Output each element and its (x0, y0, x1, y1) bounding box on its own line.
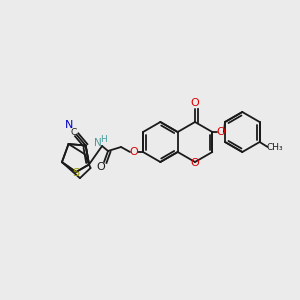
Text: N: N (94, 138, 102, 148)
Text: O: O (97, 162, 105, 172)
Text: H: H (100, 134, 106, 143)
Text: CH₃: CH₃ (266, 142, 283, 152)
Text: O: O (216, 127, 225, 137)
Text: O: O (129, 147, 138, 157)
Text: O: O (190, 158, 200, 167)
Text: N: N (64, 120, 73, 130)
Text: S: S (73, 168, 80, 178)
Text: O: O (190, 98, 200, 109)
Text: C: C (70, 128, 77, 137)
